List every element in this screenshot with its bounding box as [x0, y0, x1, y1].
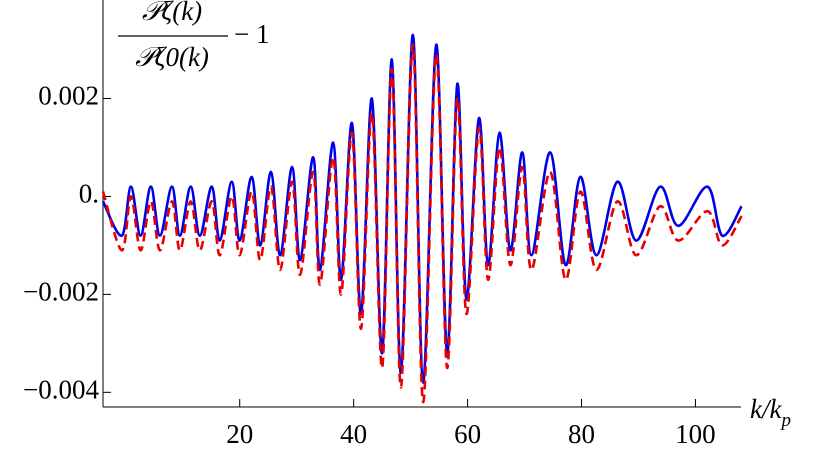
y-tick-label: 0.: [79, 179, 99, 209]
y-label: 𝒫ζ(k) 𝒫ζ0(k) − 1: [118, 0, 269, 72]
x-label: k/kp: [750, 394, 791, 431]
x-tick-label: 80: [568, 419, 595, 449]
x-tick-label: 100: [675, 419, 716, 449]
y-label-denominator: 𝒫ζ0(k): [135, 42, 209, 72]
x-label-subscript: p: [779, 410, 791, 431]
x-label-text: k/k: [750, 394, 782, 424]
y-tick-label: −0.004: [23, 375, 99, 405]
y-tick-label: −0.002: [23, 277, 99, 307]
x-tick-label: 20: [226, 419, 253, 449]
x-tick-label: 60: [454, 419, 481, 449]
y-label-numerator: 𝒫ζ(k): [142, 0, 202, 26]
series-line: [101, 33, 743, 384]
series-line: [101, 43, 743, 404]
y-label-rest: − 1: [234, 19, 269, 49]
y-tick-label: 0.002: [38, 81, 99, 111]
x-tick-label: 40: [340, 419, 367, 449]
